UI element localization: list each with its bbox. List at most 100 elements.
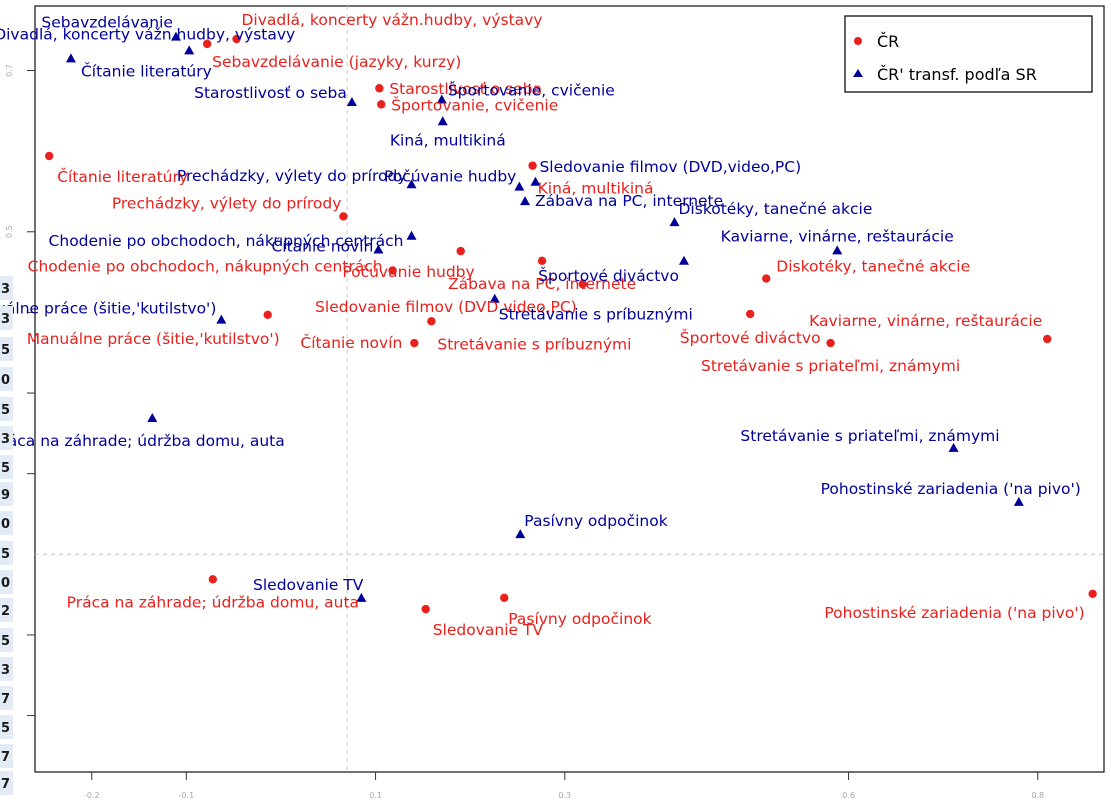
point-cr-transf xyxy=(437,116,448,126)
edge-cell xyxy=(0,306,13,330)
y-tick-label: 0.7 xyxy=(5,64,14,77)
edge-cell xyxy=(0,426,13,450)
edge-number: 9 xyxy=(1,488,10,503)
point-cr xyxy=(528,161,537,170)
edge-number: 5 xyxy=(1,547,10,562)
point-cr xyxy=(762,274,771,283)
point-label-cr: Sledovanie filmov (DVD,video,PC) xyxy=(315,298,577,316)
point-cr-transf xyxy=(948,442,959,452)
point-cr xyxy=(208,575,218,584)
point-label-cr: Kiná, multikiná xyxy=(538,180,654,198)
point-label-cr-transf: Zábava na PC, internete xyxy=(535,192,723,210)
legend-box xyxy=(844,15,1093,93)
point-label-cr-transf: Práca na záhrade; údržba domu, auta xyxy=(0,432,285,450)
point-cr-transf xyxy=(1013,496,1024,506)
point-cr xyxy=(375,84,384,93)
edge-cell xyxy=(0,276,13,300)
point-cr-transf xyxy=(65,53,76,63)
point-label-cr-transf: Sebavzdelávanie xyxy=(41,14,173,32)
point-label-cr: Zábava na PC, internete xyxy=(448,275,636,293)
point-cr xyxy=(1043,334,1052,344)
point-label-cr-transf: Prechádzky, výlety do prírody xyxy=(177,167,407,185)
point-label-cr-transf: Pasívny odpočinok xyxy=(524,512,667,530)
point-cr-transf xyxy=(406,230,417,240)
x-tick-label: 0.6 xyxy=(842,791,855,800)
point-cr xyxy=(377,100,386,109)
point-label-cr-transf: Čítanie literatúry xyxy=(81,61,212,80)
edge-number: 7 xyxy=(1,777,10,792)
point-label-cr: Čítanie literatúry xyxy=(57,167,188,186)
point-label-cr-transf: Sledovanie filmov (DVD,video,PC) xyxy=(539,158,801,176)
edge-number: 5 xyxy=(1,634,10,649)
edge-number: 2 xyxy=(1,604,10,619)
point-cr xyxy=(500,593,509,603)
point-label-cr: Manuálne práce (šitie,'kutilstvo') xyxy=(27,330,280,348)
point-label-cr-transf: Chodenie po obchodoch, nákupných centrác… xyxy=(49,232,404,250)
point-label-cr-transf: Čítanie novín xyxy=(271,237,373,256)
data-points xyxy=(44,31,1097,614)
point-label-cr-transf: Starostlivosť o seba xyxy=(194,84,347,102)
x-axis-ticks: -0.2 -0.1 0.1 0.3 0.6 0.8 xyxy=(84,772,1044,800)
x-tick-label: 0.3 xyxy=(558,791,571,800)
point-label-cr-transf: Diskotéky, tanečné akcie xyxy=(679,200,873,218)
point-cr xyxy=(427,317,436,326)
point-label-cr-transf: Počúvanie hudby xyxy=(384,168,516,186)
point-label-cr-transf: Pohostinské zariadenia ('na pivo') xyxy=(821,480,1081,498)
point-label-cr: Prechádzky, výlety do prírody xyxy=(112,194,342,212)
point-cr-transf xyxy=(515,529,526,539)
edge-number: 5 xyxy=(1,403,10,418)
point-cr xyxy=(263,310,272,320)
point-cr-transf xyxy=(669,217,680,227)
edge-number: 3 xyxy=(1,312,10,327)
point-cr-transf xyxy=(170,31,181,41)
point-label-cr: Práca na záhrade; údržba domu, auta xyxy=(67,593,359,611)
legend-marker-cr xyxy=(854,37,862,45)
edge-cell xyxy=(0,771,13,795)
edge-cell xyxy=(0,397,13,421)
reference-lines xyxy=(35,6,1104,772)
legend-label-cr: ČR xyxy=(877,32,899,51)
edge-cell xyxy=(0,511,13,535)
edge-number: 5 xyxy=(1,343,10,358)
point-cr xyxy=(202,39,212,49)
point-label-cr: Čítanie novín xyxy=(300,333,402,352)
point-cr-transf xyxy=(520,196,531,206)
edge-cell xyxy=(0,570,13,594)
x-tick-label: 0.8 xyxy=(1031,791,1044,800)
data-labels: Divadlá, koncerty vážn.hudby, výstavySeb… xyxy=(0,11,1085,639)
point-label-cr-transf: Sledovanie TV xyxy=(253,576,364,594)
legend-marker-cr-transf xyxy=(853,69,863,77)
edge-number: 3 xyxy=(1,282,10,297)
point-label-cr: Počúvanie hudby xyxy=(342,263,474,281)
point-cr xyxy=(578,279,587,289)
legend-label-cr-transf: ČR' transf. podľa SR xyxy=(877,65,1037,84)
point-cr-transf xyxy=(184,45,195,55)
point-cr-transf xyxy=(678,255,689,265)
edge-cell xyxy=(0,367,13,391)
x-tick-label: 0.1 xyxy=(369,791,382,800)
point-cr-transf xyxy=(216,314,227,324)
point-cr-transf xyxy=(356,592,367,602)
point-label-cr: Športovanie, cvičenie xyxy=(391,95,558,114)
edge-cell xyxy=(0,598,13,622)
point-cr xyxy=(1088,589,1097,599)
point-cr-transf xyxy=(436,94,447,104)
point-cr-transf xyxy=(832,245,843,255)
point-cr-transf xyxy=(147,413,158,423)
edge-number: 5 xyxy=(1,461,10,476)
point-label-cr: Sebavzdelávanie (jazyky, kurzy) xyxy=(212,53,461,71)
point-cr-transf xyxy=(373,244,384,254)
point-cr-transf xyxy=(530,176,541,186)
x-tick-label: -0.2 xyxy=(84,791,100,800)
y-tick-label: 0.5 xyxy=(5,225,14,238)
point-cr-transf xyxy=(489,293,500,303)
point-label-cr: Stretávanie s príbuznými xyxy=(437,335,631,353)
point-label-cr: Starostlivosť o seba xyxy=(389,80,542,98)
point-label-cr-transf: Stretávanie s priateľmi, známymi xyxy=(740,427,999,445)
point-cr xyxy=(537,256,547,265)
point-cr xyxy=(745,309,755,319)
point-label-cr-transf: Kaviarne, vinárne, reštaurácie xyxy=(721,227,954,245)
edge-number: 3 xyxy=(1,663,10,678)
edge-cell xyxy=(0,482,13,506)
